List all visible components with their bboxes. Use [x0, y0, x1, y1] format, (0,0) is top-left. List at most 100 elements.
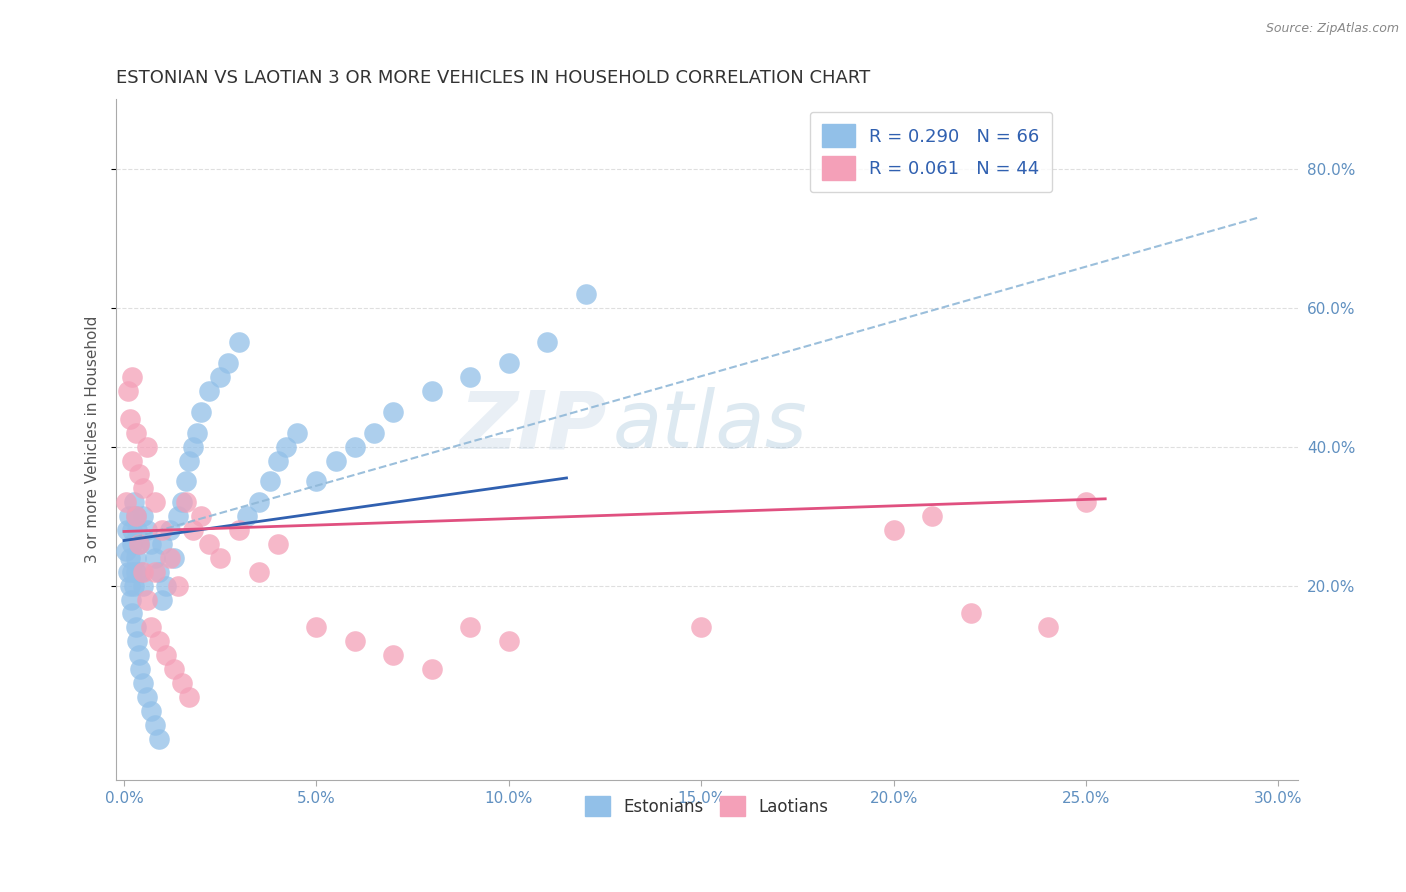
- Point: [170, 495, 193, 509]
- Point: [883, 523, 905, 537]
- Point: [209, 550, 232, 565]
- Point: [197, 384, 219, 398]
- Point: [124, 509, 146, 524]
- Point: [163, 662, 186, 676]
- Point: [174, 475, 197, 489]
- Point: [285, 425, 308, 440]
- Point: [267, 537, 290, 551]
- Point: [179, 453, 201, 467]
- Point: [174, 495, 197, 509]
- Point: [536, 335, 558, 350]
- Point: [458, 620, 481, 634]
- Point: [148, 731, 170, 746]
- Point: [121, 453, 143, 467]
- Point: [247, 495, 270, 509]
- Point: [118, 550, 141, 565]
- Point: [190, 509, 212, 524]
- Point: [163, 550, 186, 565]
- Point: [121, 523, 143, 537]
- Point: [132, 579, 155, 593]
- Point: [129, 565, 152, 579]
- Point: [136, 440, 159, 454]
- Point: [152, 592, 174, 607]
- Point: [121, 607, 143, 621]
- Point: [136, 592, 159, 607]
- Legend: Estonians, Laotians: Estonians, Laotians: [578, 789, 835, 823]
- Text: ZIP: ZIP: [460, 387, 606, 465]
- Point: [305, 620, 328, 634]
- Point: [143, 495, 166, 509]
- Point: [152, 537, 174, 551]
- Point: [159, 550, 181, 565]
- Point: [190, 405, 212, 419]
- Point: [122, 579, 145, 593]
- Point: [498, 634, 520, 648]
- Point: [129, 662, 152, 676]
- Point: [921, 509, 943, 524]
- Point: [1074, 495, 1097, 509]
- Point: [128, 537, 150, 551]
- Point: [420, 662, 443, 676]
- Point: [122, 495, 145, 509]
- Point: [128, 648, 150, 663]
- Text: Source: ZipAtlas.com: Source: ZipAtlas.com: [1265, 22, 1399, 36]
- Point: [148, 634, 170, 648]
- Point: [117, 509, 139, 524]
- Point: [132, 565, 155, 579]
- Point: [124, 509, 146, 524]
- Point: [125, 565, 148, 579]
- Point: [136, 523, 159, 537]
- Point: [343, 440, 366, 454]
- Point: [128, 467, 150, 482]
- Point: [121, 537, 143, 551]
- Point: [166, 579, 188, 593]
- Point: [959, 607, 981, 621]
- Point: [325, 453, 347, 467]
- Point: [170, 676, 193, 690]
- Point: [458, 370, 481, 384]
- Point: [575, 286, 598, 301]
- Point: [343, 634, 366, 648]
- Point: [152, 523, 174, 537]
- Point: [159, 523, 181, 537]
- Point: [267, 453, 290, 467]
- Point: [132, 676, 155, 690]
- Point: [118, 579, 141, 593]
- Point: [117, 565, 139, 579]
- Point: [181, 523, 204, 537]
- Point: [136, 690, 159, 704]
- Text: ESTONIAN VS LAOTIAN 3 OR MORE VEHICLES IN HOUSEHOLD CORRELATION CHART: ESTONIAN VS LAOTIAN 3 OR MORE VEHICLES I…: [117, 69, 870, 87]
- Point: [305, 475, 328, 489]
- Point: [121, 370, 143, 384]
- Point: [197, 537, 219, 551]
- Point: [115, 495, 138, 509]
- Point: [139, 704, 162, 718]
- Point: [690, 620, 713, 634]
- Point: [139, 620, 162, 634]
- Point: [124, 425, 146, 440]
- Point: [228, 335, 250, 350]
- Point: [1036, 620, 1059, 634]
- Point: [155, 648, 177, 663]
- Point: [363, 425, 385, 440]
- Text: atlas: atlas: [613, 387, 807, 465]
- Point: [247, 565, 270, 579]
- Point: [259, 475, 281, 489]
- Point: [274, 440, 297, 454]
- Y-axis label: 3 or more Vehicles in Household: 3 or more Vehicles in Household: [86, 316, 100, 564]
- Point: [143, 550, 166, 565]
- Point: [118, 412, 141, 426]
- Point: [124, 550, 146, 565]
- Point: [117, 384, 139, 398]
- Point: [143, 717, 166, 731]
- Point: [143, 565, 166, 579]
- Point: [420, 384, 443, 398]
- Point: [228, 523, 250, 537]
- Point: [132, 509, 155, 524]
- Point: [181, 440, 204, 454]
- Point: [382, 405, 405, 419]
- Point: [217, 356, 239, 370]
- Point: [115, 523, 138, 537]
- Point: [115, 544, 138, 558]
- Point: [127, 523, 149, 537]
